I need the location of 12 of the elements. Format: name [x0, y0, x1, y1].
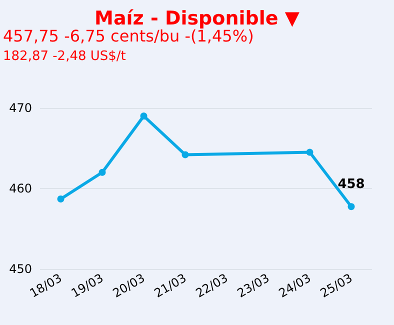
y-tick-label: 450 [9, 262, 32, 276]
point [98, 168, 106, 176]
data-label: 458 [338, 177, 365, 192]
chart-title: Maíz - Disponible ▼ [94, 8, 300, 30]
point [348, 203, 355, 210]
point [182, 151, 189, 158]
y-tick-label: 470 [9, 101, 32, 115]
text: 182,87 -2,48 US$/t [3, 49, 126, 64]
point [57, 195, 64, 202]
point [140, 112, 148, 120]
point [306, 148, 314, 156]
y-tick-label: 460 [9, 182, 32, 196]
